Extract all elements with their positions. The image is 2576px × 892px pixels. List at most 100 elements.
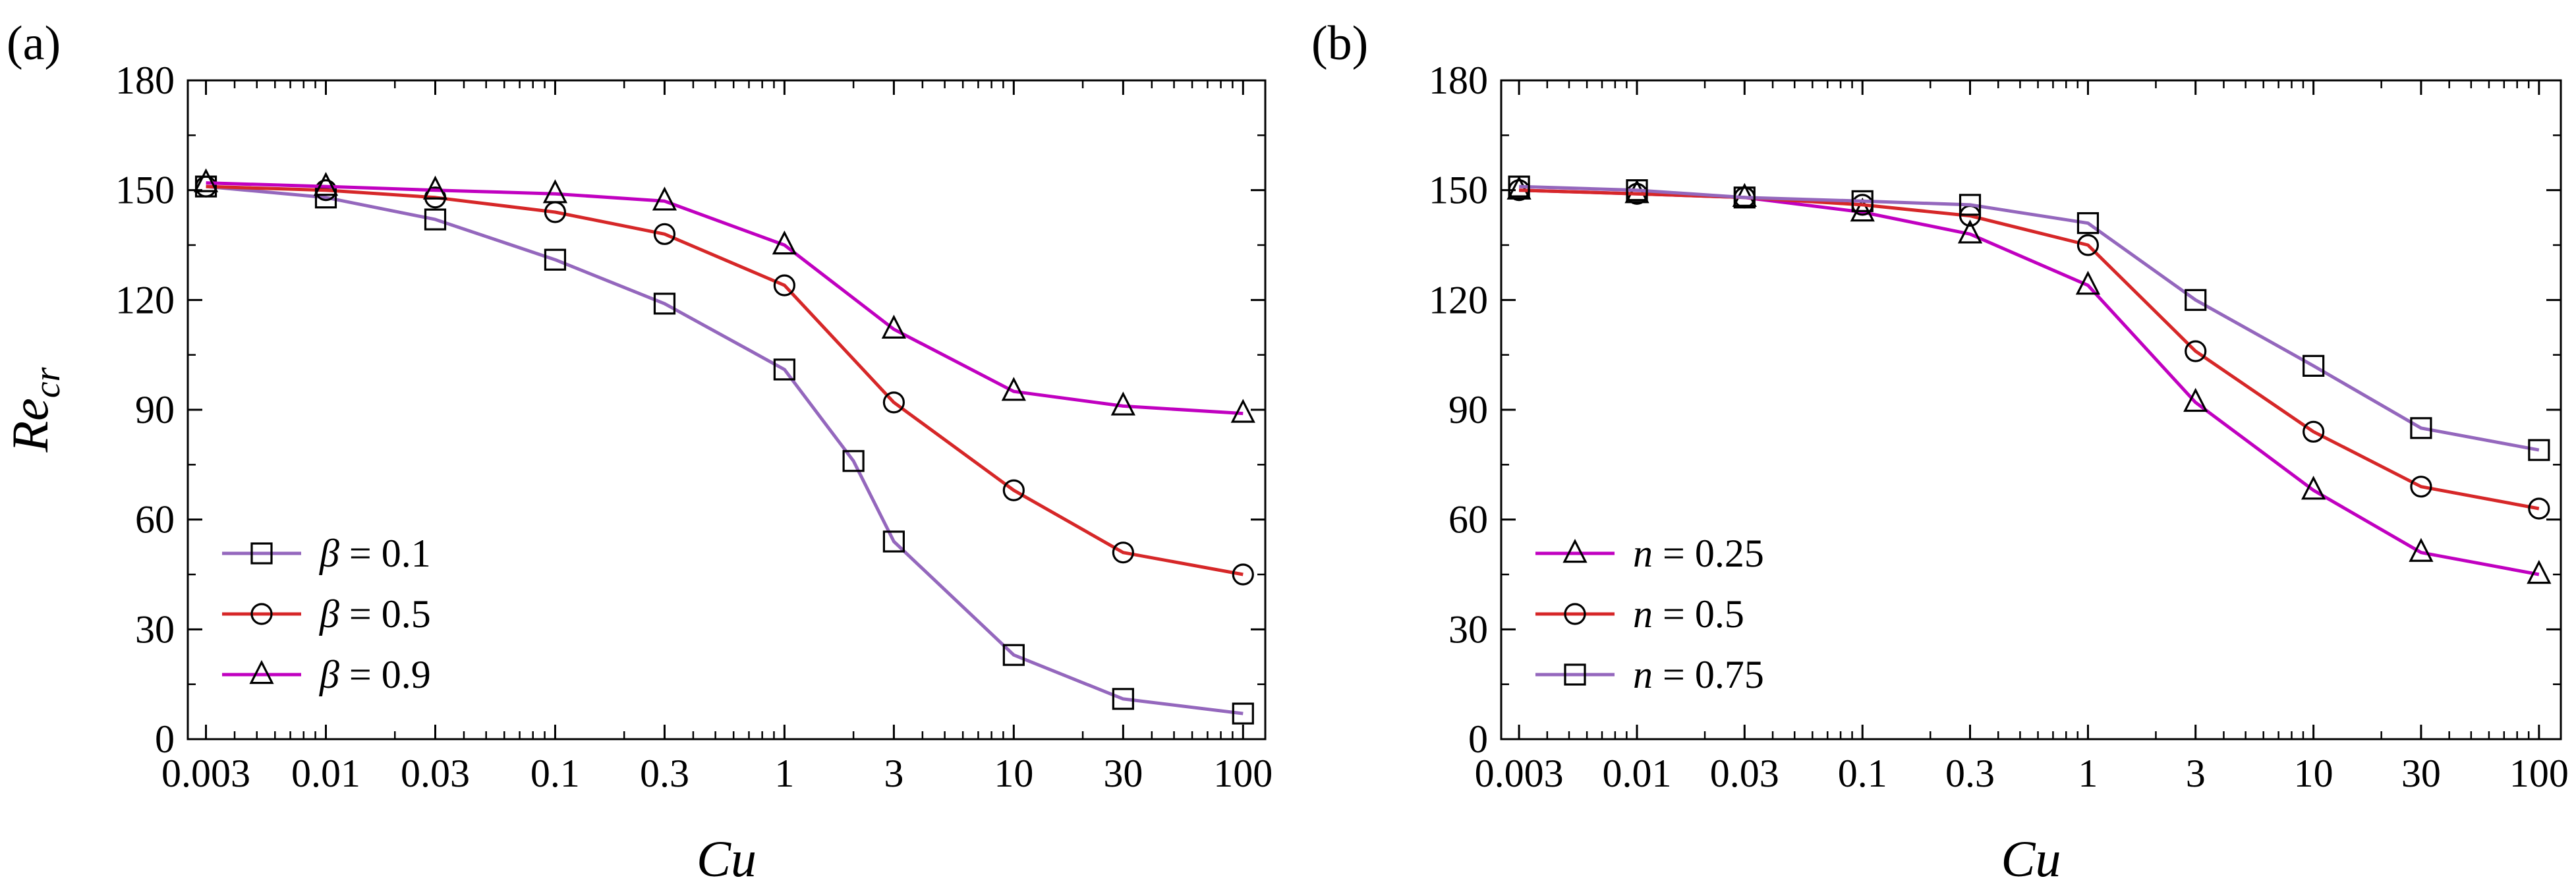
y-tick-label: 90 [1448,388,1488,432]
legend-label-1: n = 0.5 [1633,592,1744,636]
data-point-0-4 [653,293,676,315]
y-tick-label: 180 [115,59,175,102]
series-line-0 [206,184,1244,715]
y-tick-label: 120 [115,278,175,321]
x-tick-label: 3 [2186,752,2206,795]
legend-label-2: β = 0.9 [319,653,431,696]
data-point-2-3 [1851,190,1874,212]
x-tick-label: 30 [2401,752,2441,795]
data-point-2-9 [2528,439,2550,461]
legend-marker-0 [1562,538,1588,563]
data-point-0-6 [842,450,865,472]
x-tick-label: 0.3 [640,752,689,795]
x-tick-label: 1 [2078,752,2098,795]
x-tick-label: 30 [1103,752,1143,795]
x-tick-label: 3 [884,752,903,795]
legend-label-0: n = 0.25 [1633,532,1764,575]
x-tick-label: 0.01 [291,752,360,795]
x-axis-title: Cu [697,830,757,887]
series-line-2 [1519,184,2540,452]
data-point-2-5 [772,230,797,255]
data-point-1-7 [2303,420,2325,443]
panel-label: (b) [1311,16,1368,70]
data-point-2-7 [2303,354,2325,377]
data-point-1-0 [194,175,217,198]
y-tick-label: 150 [1429,169,1488,212]
y-tick-label: 90 [135,388,175,432]
data-point-0-7 [2301,476,2326,500]
x-axis-title: Cu [2001,830,2061,887]
data-point-2-2 [422,175,448,200]
y-tick-label: 120 [1429,278,1488,321]
data-point-2-8 [2410,417,2432,439]
y-tick-label: 30 [1448,607,1488,651]
x-tick-label: 0.003 [161,752,250,795]
data-point-1-9 [1232,563,1254,586]
data-point-1-1 [314,179,337,202]
series-line-0 [1519,188,2540,576]
legend-marker-2 [249,659,274,684]
data-point-2-1 [313,172,339,196]
plot-frame [1500,79,2562,740]
panel-a: (a) 0 30 60 90 120 150 180 0.003 0.01 0.03 0.1 0.3 1 3… [1,16,1273,887]
x-tick-label: 0.3 [1945,752,1995,795]
data-point-0-6 [2183,387,2208,412]
x-tick-label: 100 [2509,752,2569,795]
x-tick-label: 0.1 [1838,752,1887,795]
panel-label: (a) [7,16,61,70]
y-tick-label: 30 [135,607,175,651]
data-point-2-9 [1230,399,1255,423]
data-point-0-5 [773,358,795,381]
data-point-0-7 [882,530,905,553]
data-point-2-7 [1001,377,1026,401]
data-point-1-8 [2410,476,2432,498]
data-point-1-9 [2528,497,2550,520]
data-point-2-3 [542,179,568,204]
data-point-2-5 [2076,212,2100,235]
data-point-1-6 [2185,340,2207,362]
x-tick-label: 0.03 [401,752,470,795]
panel-b: (b) 0 30 60 90 120 150 180 0.003 0.01 0.03 0.1 0.3 1 3… [1311,16,2569,887]
y-tick-label: 180 [1429,59,1488,102]
data-point-2-8 [1110,391,1135,416]
legend-label-2: n = 0.75 [1633,653,1764,696]
x-tick-label: 0.1 [530,752,580,795]
data-point-2-1 [1626,179,1648,202]
data-point-2-4 [652,186,677,211]
data-point-1-5 [2076,234,2100,256]
series-line-1 [206,184,1244,576]
data-point-0-5 [2075,271,2101,295]
data-point-1-8 [1112,542,1134,564]
data-point-1-4 [653,223,676,245]
data-point-1-5 [773,274,795,296]
data-point-0-9 [2527,559,2552,584]
data-point-0-2 [424,208,447,231]
data-point-1-6 [882,391,905,414]
data-point-0-3 [544,248,567,271]
series-line-2 [206,181,1244,416]
y-tick-label: 0 [1468,717,1488,761]
data-point-0-4 [1957,219,1983,244]
legend-label-0: β = 0.1 [319,532,431,575]
data-point-0-9 [1112,688,1134,710]
legend-marker-0 [250,542,273,565]
x-tick-label: 100 [1213,752,1273,795]
x-tick-label: 0.01 [1603,752,1672,795]
legend-marker-1 [250,603,273,625]
data-point-2-2 [1733,186,1756,209]
legend-label-1: β = 0.5 [319,592,431,636]
data-point-2-6 [881,314,907,339]
data-point-2-0 [193,168,219,192]
x-tick-label: 10 [994,752,1033,795]
data-point-0-8 [2409,538,2434,562]
data-point-2-6 [2185,289,2207,311]
y-axis-title: Recr [1,367,68,453]
x-tick-label: 1 [774,752,794,795]
data-point-1-7 [1002,479,1025,501]
legend-marker-2 [1564,663,1586,686]
x-tick-label: 0.003 [1475,752,1564,795]
data-point-0-10 [1232,702,1254,725]
x-tick-label: 10 [2294,752,2333,795]
series-line-1 [1519,188,2540,511]
